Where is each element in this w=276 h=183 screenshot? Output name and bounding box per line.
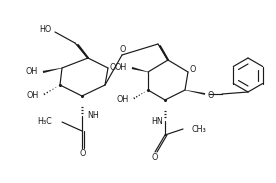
Text: OH: OH xyxy=(27,92,39,100)
Text: H₃C: H₃C xyxy=(37,117,52,126)
Text: HN: HN xyxy=(151,117,163,126)
Polygon shape xyxy=(43,68,62,73)
Text: O: O xyxy=(80,150,86,158)
Text: CH₃: CH₃ xyxy=(191,124,206,134)
Text: HO: HO xyxy=(40,25,52,35)
Text: OH: OH xyxy=(117,96,129,104)
Text: O: O xyxy=(120,46,126,55)
Text: O: O xyxy=(110,63,116,72)
Text: OH: OH xyxy=(26,68,38,76)
Text: OH: OH xyxy=(115,64,127,72)
Text: O: O xyxy=(190,66,196,74)
Text: NH: NH xyxy=(87,111,99,120)
Text: O: O xyxy=(208,91,214,100)
Text: O: O xyxy=(152,154,158,163)
Polygon shape xyxy=(185,90,205,95)
Polygon shape xyxy=(132,67,148,72)
